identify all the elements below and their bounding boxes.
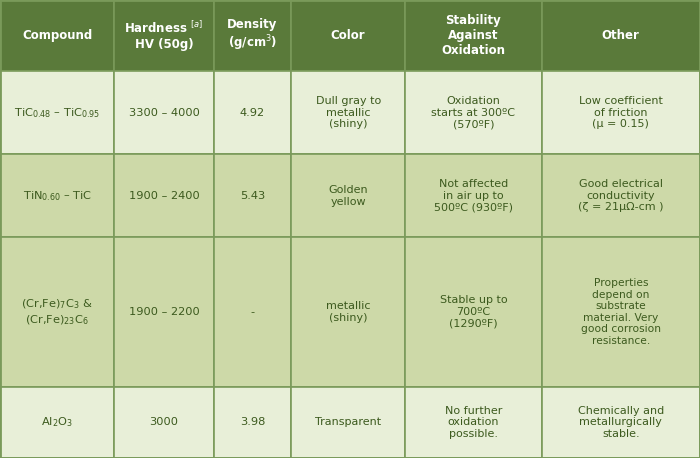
Text: No further
oxidation
possible.: No further oxidation possible. — [444, 406, 502, 439]
Text: 3300 – 4000: 3300 – 4000 — [129, 108, 200, 118]
Bar — [214, 154, 291, 237]
Text: Stability
Against
Oxidation: Stability Against Oxidation — [442, 14, 505, 57]
Text: Stable up to
700ºC
(1290ºF): Stable up to 700ºC (1290ºF) — [440, 295, 508, 328]
Bar — [291, 237, 405, 387]
Bar — [0, 237, 114, 387]
Bar — [114, 387, 214, 458]
Bar — [114, 237, 214, 387]
Text: 3.98: 3.98 — [239, 417, 265, 427]
Text: Low coefficient
of friction
(μ = 0.15): Low coefficient of friction (μ = 0.15) — [579, 96, 663, 130]
Bar — [542, 154, 700, 237]
Bar — [114, 0, 214, 71]
Bar — [0, 0, 114, 71]
Bar — [405, 237, 542, 387]
Bar — [291, 387, 405, 458]
Text: TiN$_{0.60}$ – TiC: TiN$_{0.60}$ – TiC — [22, 189, 92, 202]
Text: Good electrical
conductivity
(ζ = 21μΩ-cm ): Good electrical conductivity (ζ = 21μΩ-c… — [578, 179, 664, 213]
Text: 5.43: 5.43 — [239, 191, 265, 201]
Text: Oxidation
starts at 300ºC
(570ºF): Oxidation starts at 300ºC (570ºF) — [431, 96, 515, 130]
Bar — [542, 237, 700, 387]
Text: Dull gray to
metallic
(shiny): Dull gray to metallic (shiny) — [316, 96, 381, 130]
Text: Not affected
in air up to
500ºC (930ºF): Not affected in air up to 500ºC (930ºF) — [434, 179, 513, 213]
Text: 1900 – 2200: 1900 – 2200 — [129, 307, 200, 317]
Bar — [0, 71, 114, 154]
Bar — [405, 154, 542, 237]
Bar — [214, 387, 291, 458]
Text: Color: Color — [331, 29, 365, 42]
Bar — [405, 387, 542, 458]
Text: Golden
yellow: Golden yellow — [328, 185, 368, 207]
Text: Other: Other — [602, 29, 640, 42]
Text: Compound: Compound — [22, 29, 92, 42]
Text: 3000: 3000 — [149, 417, 178, 427]
Text: Properties
depend on
substrate
material. Very
good corrosion
resistance.: Properties depend on substrate material.… — [581, 278, 661, 346]
Bar — [542, 71, 700, 154]
Bar — [0, 387, 114, 458]
Text: Hardness $^{[a]}$
HV (50g): Hardness $^{[a]}$ HV (50g) — [125, 20, 204, 51]
Bar — [291, 0, 405, 71]
Text: Transparent: Transparent — [315, 417, 382, 427]
Text: Al$_2$O$_3$: Al$_2$O$_3$ — [41, 415, 73, 429]
Text: metallic
(shiny): metallic (shiny) — [326, 301, 370, 323]
Bar — [114, 154, 214, 237]
Bar — [291, 154, 405, 237]
Text: 1900 – 2400: 1900 – 2400 — [129, 191, 200, 201]
Bar — [0, 154, 114, 237]
Bar — [214, 71, 291, 154]
Bar — [542, 0, 700, 71]
Text: TiC$_{0.48}$ – TiC$_{0.95}$: TiC$_{0.48}$ – TiC$_{0.95}$ — [14, 106, 100, 120]
Text: (Cr,Fe)$_7$C$_3$ &
(Cr,Fe)$_{23}$C$_6$: (Cr,Fe)$_7$C$_3$ & (Cr,Fe)$_{23}$C$_6$ — [21, 297, 93, 327]
Bar — [214, 237, 291, 387]
Bar — [542, 387, 700, 458]
Bar — [291, 71, 405, 154]
Text: -: - — [251, 307, 254, 317]
Text: 4.92: 4.92 — [240, 108, 265, 118]
Text: Density
(g/cm$^3$): Density (g/cm$^3$) — [228, 18, 278, 54]
Bar — [214, 0, 291, 71]
Bar — [114, 71, 214, 154]
Text: Chemically and
metallurgically
stable.: Chemically and metallurgically stable. — [578, 406, 664, 439]
Bar — [405, 0, 542, 71]
Bar — [405, 71, 542, 154]
